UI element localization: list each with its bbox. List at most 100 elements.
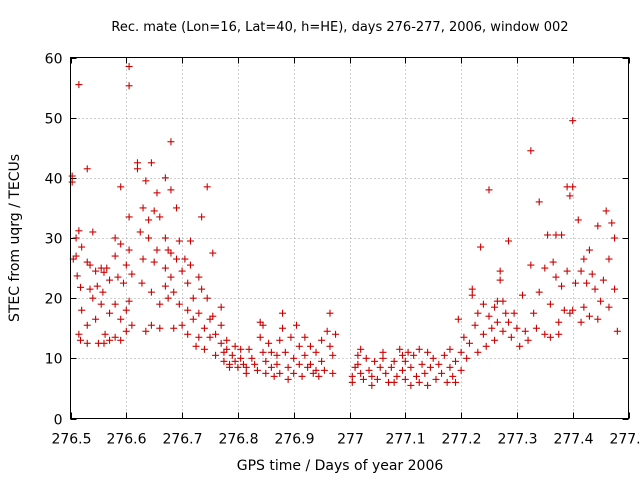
y-tick-label: 60 bbox=[45, 52, 63, 68]
data-point bbox=[468, 285, 476, 293]
data-point bbox=[318, 357, 326, 365]
grid-lines bbox=[70, 57, 629, 419]
data-point bbox=[217, 303, 225, 311]
x-tick-label: 277.4 bbox=[553, 432, 593, 448]
data-point bbox=[611, 285, 619, 293]
data-point bbox=[276, 336, 284, 344]
data-point bbox=[580, 303, 588, 311]
data-point bbox=[279, 309, 287, 317]
data-point bbox=[203, 294, 211, 302]
data-point bbox=[92, 267, 100, 275]
data-point bbox=[555, 330, 563, 338]
data-point bbox=[86, 261, 94, 269]
data-point bbox=[594, 315, 602, 323]
x-tick-labels: 276.5 276.6 276.7 276.8 276.9 277 277.1 277.2 27… bbox=[51, 432, 640, 448]
y-tick-label: 20 bbox=[45, 292, 63, 308]
data-point bbox=[184, 330, 192, 338]
data-point bbox=[206, 333, 214, 341]
data-point bbox=[139, 204, 147, 212]
data-point bbox=[429, 354, 437, 362]
data-point bbox=[184, 279, 192, 287]
data-point bbox=[535, 288, 543, 296]
data-point bbox=[125, 246, 133, 254]
data-point bbox=[613, 327, 621, 335]
data-point bbox=[499, 327, 507, 335]
data-point bbox=[150, 258, 158, 266]
y-tick-label: 30 bbox=[45, 232, 63, 248]
data-point bbox=[212, 351, 220, 359]
data-point bbox=[178, 267, 186, 275]
data-point bbox=[597, 297, 605, 305]
data-point bbox=[68, 172, 76, 180]
data-point bbox=[454, 315, 462, 323]
data-point bbox=[594, 222, 602, 230]
data-points bbox=[68, 63, 621, 389]
data-point bbox=[231, 342, 239, 350]
data-point bbox=[318, 336, 326, 344]
data-point bbox=[577, 267, 585, 275]
data-point bbox=[535, 198, 543, 206]
data-point bbox=[443, 378, 451, 386]
data-point bbox=[306, 342, 314, 350]
data-point bbox=[320, 366, 328, 374]
data-point bbox=[237, 354, 245, 362]
data-point bbox=[237, 345, 245, 353]
data-point bbox=[281, 348, 289, 356]
data-point bbox=[357, 345, 365, 353]
data-point bbox=[117, 315, 125, 323]
data-point bbox=[122, 261, 130, 269]
data-point bbox=[161, 282, 169, 290]
x-tick-label: 276.6 bbox=[106, 432, 146, 448]
data-point bbox=[569, 306, 577, 314]
data-point bbox=[156, 213, 164, 221]
data-point bbox=[546, 333, 554, 341]
y-axis-label: STEC from uqrg / TECUs bbox=[7, 154, 23, 322]
data-point bbox=[273, 360, 281, 368]
data-point bbox=[253, 366, 261, 374]
data-point bbox=[86, 285, 94, 293]
chart-title: Rec. mate (Lon=16, Lat=40, h=HE), days 2… bbox=[111, 20, 568, 35]
data-point bbox=[156, 324, 164, 332]
data-point bbox=[99, 288, 107, 296]
data-point bbox=[569, 117, 577, 125]
axis-ticks bbox=[70, 57, 630, 420]
data-point bbox=[424, 348, 432, 356]
data-point bbox=[189, 294, 197, 302]
data-point bbox=[75, 227, 83, 235]
data-point bbox=[106, 276, 114, 284]
data-point bbox=[167, 273, 175, 281]
data-point bbox=[133, 159, 141, 167]
data-point bbox=[452, 378, 460, 386]
data-point bbox=[496, 267, 504, 275]
x-tick-label: 276.8 bbox=[218, 432, 258, 448]
data-point bbox=[122, 306, 130, 314]
data-point bbox=[189, 315, 197, 323]
data-point bbox=[505, 318, 513, 326]
data-point bbox=[173, 204, 181, 212]
data-point bbox=[407, 363, 415, 371]
x-tick-label: 276.7 bbox=[162, 432, 202, 448]
data-point bbox=[223, 345, 231, 353]
data-point bbox=[198, 213, 206, 221]
data-point bbox=[128, 270, 136, 278]
y-tick-label: 0 bbox=[54, 413, 63, 429]
data-point bbox=[510, 309, 518, 317]
data-point bbox=[242, 363, 250, 371]
data-point bbox=[421, 369, 429, 377]
data-point bbox=[323, 327, 331, 335]
data-point bbox=[354, 360, 362, 368]
data-point bbox=[217, 339, 225, 347]
data-point bbox=[242, 369, 250, 377]
data-point bbox=[139, 255, 147, 263]
data-point bbox=[477, 243, 485, 251]
data-point bbox=[147, 159, 155, 167]
data-point bbox=[354, 351, 362, 359]
data-point bbox=[588, 270, 596, 278]
data-point bbox=[111, 333, 119, 341]
data-point bbox=[161, 174, 169, 182]
data-point bbox=[284, 375, 292, 383]
data-point bbox=[77, 283, 85, 291]
data-point bbox=[111, 300, 119, 308]
data-point bbox=[83, 339, 91, 347]
data-point bbox=[326, 342, 334, 350]
